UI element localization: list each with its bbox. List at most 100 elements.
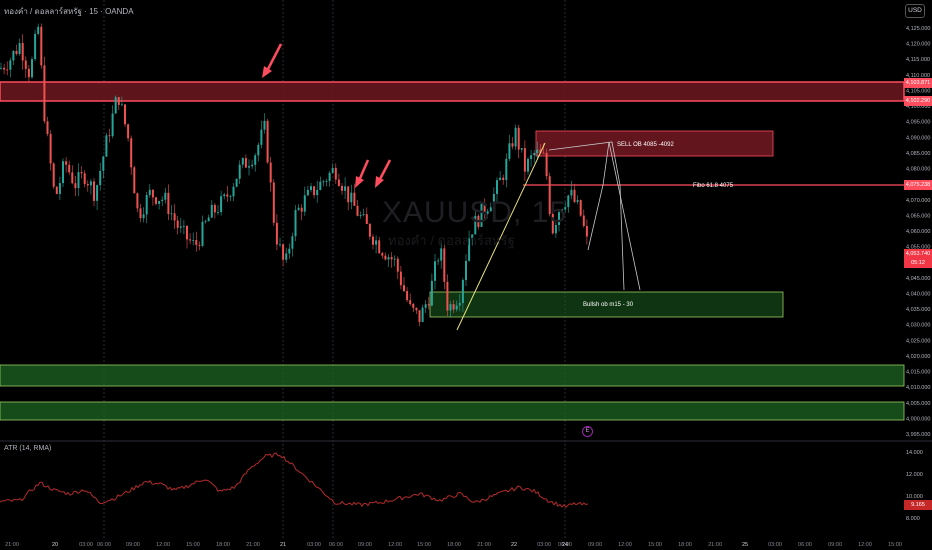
candle-body (27, 68, 30, 78)
projection-path-2[interactable] (548, 141, 625, 291)
candle-body (21, 43, 24, 61)
candle-body (12, 50, 15, 61)
candle-body (229, 196, 232, 198)
time-axis[interactable]: 21:00 20 03:00 06:00 09:00 12:00 15:00 18:00 21:… (5, 542, 902, 548)
candle-body (310, 186, 312, 190)
price-tick: 4,125.000 (906, 26, 930, 32)
price-tick: 4,015.000 (906, 370, 930, 376)
price-label-fibo: 4,075.238 (904, 180, 932, 190)
price-tick: 4,030.000 (906, 323, 930, 329)
time-tick: 12:00 (388, 542, 402, 548)
time-tick: 21:00 (5, 542, 19, 548)
candle-body (561, 209, 564, 213)
candle-body (294, 210, 297, 237)
candle-body (455, 305, 458, 310)
candle-body (136, 193, 139, 209)
candle-body (548, 176, 551, 214)
candle-body (567, 195, 570, 208)
candle-body (465, 260, 467, 281)
candle-body (189, 239, 192, 241)
atr-tick: 12.000 (906, 472, 923, 478)
candle-body (539, 149, 542, 153)
candle-body (381, 253, 384, 256)
candle-body (266, 120, 269, 163)
trend-line[interactable] (456, 142, 546, 331)
candle-body (440, 248, 443, 261)
bullish-ob-zone[interactable] (429, 291, 784, 318)
candle-body (102, 156, 105, 171)
time-tick: 15:00 (417, 542, 431, 548)
price-label-lower: 4,102.290 (904, 96, 932, 106)
candle-body (83, 173, 86, 184)
candle-body (365, 214, 368, 224)
candle-body (151, 189, 154, 198)
time-tick: 09:00 (588, 542, 602, 548)
bull-zone-label: Bullsh ob m15 - 30 (583, 302, 634, 308)
candle-body (347, 186, 350, 203)
candle-body (350, 192, 353, 203)
price-tick: 4,115.000 (906, 57, 930, 63)
candle-body (573, 189, 576, 202)
candle-body (139, 208, 142, 219)
candle-body (130, 138, 133, 168)
candle-body (244, 158, 247, 168)
projection-path[interactable] (587, 141, 641, 291)
candle-body (303, 195, 306, 212)
time-tick: 12:00 (858, 542, 872, 548)
candle-body (108, 135, 111, 137)
candle-body (167, 192, 170, 214)
candle-body (520, 148, 523, 150)
candle-body (80, 172, 83, 174)
candle-body (393, 258, 396, 260)
candle-body (164, 192, 167, 200)
candle-body (275, 222, 278, 245)
candle-body (517, 127, 520, 150)
candle-body (3, 67, 6, 70)
candle-body (117, 97, 120, 105)
candle-body (384, 255, 387, 260)
candle-body (344, 186, 347, 191)
candle-body (424, 304, 427, 308)
candle-body (34, 33, 37, 60)
candle-body (480, 203, 483, 227)
symbol-title[interactable]: ทองคำ / ดอลลาร์สหรัฐ · 15 · OANDA (4, 7, 134, 16)
sell-ob-zone[interactable] (535, 130, 774, 157)
candle-body (474, 215, 477, 235)
candle-body (409, 300, 412, 305)
candle-body (195, 240, 198, 245)
candle-body (545, 152, 548, 177)
candle-body (483, 203, 486, 214)
candle-body (124, 104, 126, 125)
candle-body (238, 164, 241, 179)
candle-body (170, 213, 173, 215)
event-icon[interactable]: E (582, 426, 593, 437)
atr-value-label: 9.165 (904, 500, 932, 510)
candle-body (192, 240, 195, 241)
indicator-title[interactable]: ATR (14, RMA) (4, 445, 52, 452)
candle-body (328, 172, 331, 181)
candle-body (291, 236, 294, 249)
candle-body (223, 194, 226, 197)
candle-body (378, 240, 381, 254)
price-tick: 4,080.000 (906, 167, 930, 173)
candle-body (471, 234, 474, 239)
candle-body (418, 310, 421, 323)
resistance-zone[interactable] (0, 81, 905, 102)
candle-body (415, 307, 418, 311)
support-zone-lower[interactable] (0, 401, 905, 421)
price-tick: 4,070.000 (906, 198, 930, 204)
candle-body (372, 236, 374, 245)
price-tick: 4,055.000 (906, 245, 930, 251)
currency-button[interactable]: USD (905, 4, 925, 18)
candle-body (437, 260, 440, 262)
candle-body (68, 164, 71, 173)
candle-body (65, 161, 68, 165)
time-tick: 06:00 (329, 542, 343, 548)
candle-body (353, 192, 356, 206)
candle-body (254, 155, 257, 165)
candle-body (585, 226, 588, 237)
candle-body (523, 148, 526, 172)
candle-body (114, 97, 117, 114)
support-zone-upper[interactable] (0, 364, 905, 387)
